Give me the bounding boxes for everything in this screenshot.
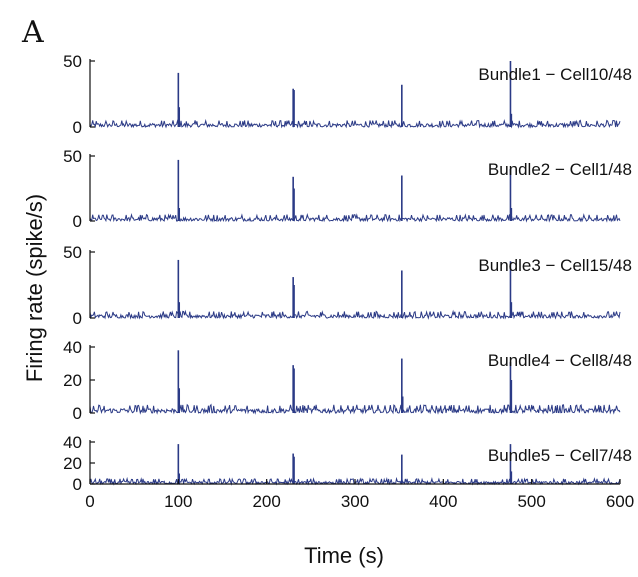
x-tick-label: 100 — [164, 492, 192, 511]
x-tick-label: 200 — [252, 492, 280, 511]
subplots: 0 50 Bundle1 − Cell10/48 0 50 Bundle2 − Cell1… — [63, 52, 634, 511]
y-tick-label: 0 — [73, 404, 82, 423]
y-tick-label: 50 — [63, 52, 82, 71]
subplot-3: 0 50 Bundle3 − Cell15/48 — [63, 243, 632, 328]
x-axis-title: Time (s) — [304, 543, 384, 568]
firing-rate-trace — [89, 309, 621, 320]
firing-rate-trace — [89, 212, 621, 223]
y-tick-label: 0 — [73, 475, 82, 494]
y-tick-label: 20 — [63, 371, 82, 390]
x-tick-label: 400 — [429, 492, 457, 511]
x-tick-label: 300 — [341, 492, 369, 511]
y-tick-label: 0 — [73, 212, 82, 231]
subplot-title: Bundle1 − Cell10/48 — [478, 65, 632, 84]
x-tick-label: 600 — [606, 492, 634, 511]
y-tick-label: 40 — [63, 338, 82, 357]
y-tick-label: 0 — [73, 309, 82, 328]
y-tick-label: 0 — [73, 118, 82, 137]
y-tick-label: 50 — [63, 147, 82, 166]
y-tick-label: 20 — [63, 454, 82, 473]
subplot-5: 0 20 40 Bundle5 − Cell7/48 — [63, 433, 632, 494]
subplot-1: 0 50 Bundle1 − Cell10/48 — [63, 52, 632, 137]
subplot-title: Bundle5 − Cell7/48 — [488, 446, 632, 465]
x-tick-label: 500 — [517, 492, 545, 511]
subplot-title: Bundle4 − Cell8/48 — [488, 351, 632, 370]
subplot-2: 0 50 Bundle2 − Cell1/48 — [63, 147, 632, 231]
firing-rate-trace — [89, 118, 621, 129]
subplot-title: Bundle3 − Cell15/48 — [478, 256, 632, 275]
firing-rate-trace — [89, 403, 621, 415]
y-axis-title: Firing rate (spike/s) — [22, 194, 47, 382]
y-tick-label: 40 — [63, 433, 82, 452]
x-tick-label: 0 — [85, 492, 94, 511]
panel-letter: A — [21, 15, 44, 50]
y-tick-label: 50 — [63, 243, 82, 262]
subplot-4: 0 20 40 Bundle4 − Cell8/48 — [63, 338, 632, 423]
subplot-title: Bundle2 − Cell1/48 — [488, 160, 632, 179]
